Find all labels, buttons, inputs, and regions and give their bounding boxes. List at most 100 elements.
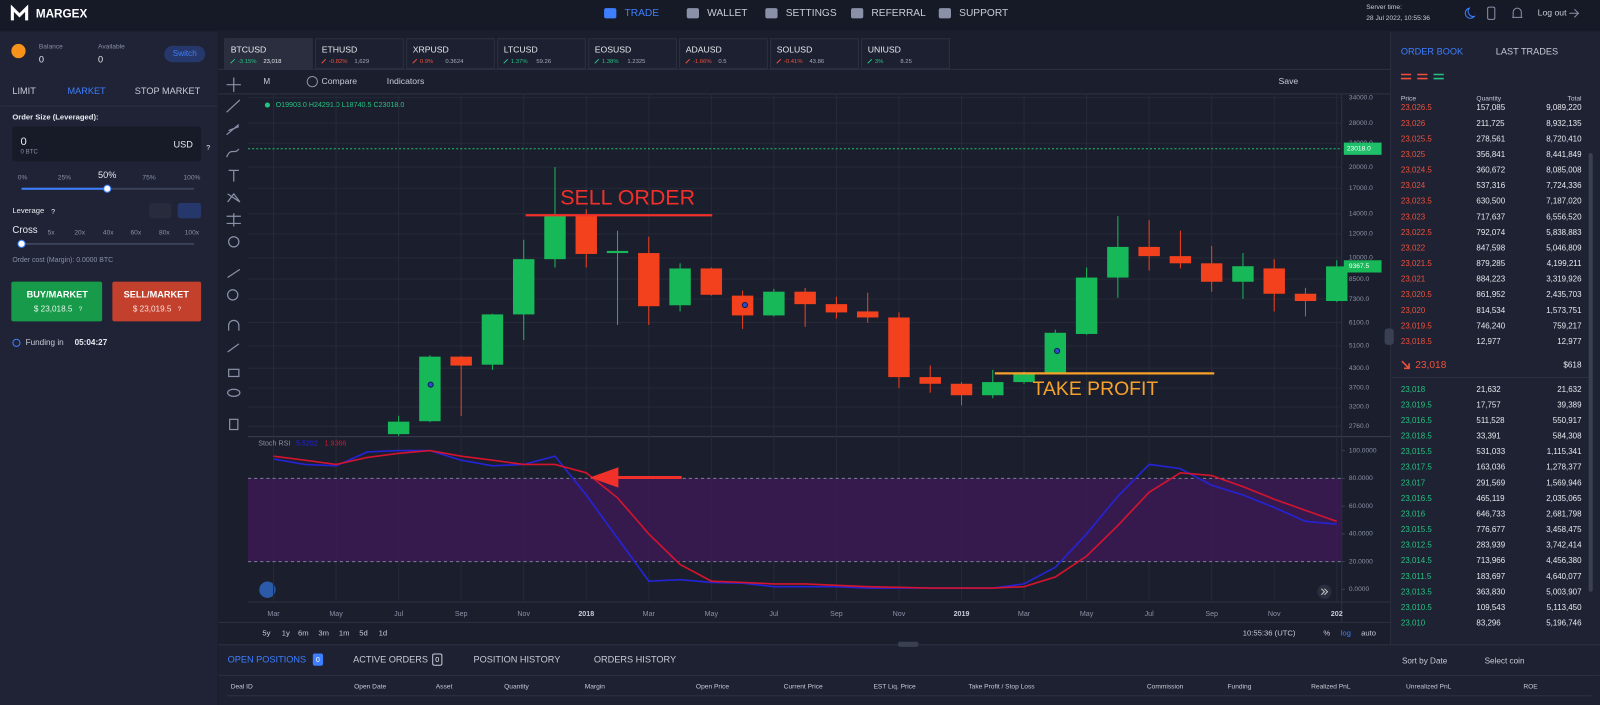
scale-option[interactable]: log <box>1341 629 1351 638</box>
ticker-tab[interactable] <box>861 38 950 69</box>
book-price[interactable]: 23,018 <box>1401 385 1426 394</box>
range-button[interactable]: 1d <box>379 629 388 638</box>
select-coin[interactable]: Select coin <box>1485 656 1525 665</box>
logout-icon[interactable] <box>1569 8 1580 18</box>
range-button[interactable]: 5d <box>359 629 368 638</box>
size-step[interactable]: 75% <box>142 174 155 181</box>
magnet-tool[interactable] <box>228 319 240 331</box>
book-price[interactable]: 23,015.5 <box>1401 447 1432 456</box>
book-price[interactable]: 23,025.5 <box>1401 134 1432 143</box>
view-asks[interactable] <box>1417 73 1428 80</box>
collapse-handle[interactable] <box>1384 328 1394 345</box>
leverage-step[interactable]: 80x <box>159 229 170 236</box>
book-price[interactable]: 23,015.5 <box>1401 525 1432 534</box>
sell-price[interactable]: $ 23,019.5 <box>133 304 172 313</box>
zoom-tool[interactable] <box>227 289 239 301</box>
ticker-tab[interactable] <box>679 38 768 69</box>
mobile-icon[interactable] <box>1487 6 1496 20</box>
leverage-step[interactable]: 100x <box>185 229 200 236</box>
buy-label[interactable]: BUY/MARKET <box>27 289 89 299</box>
bottom-tab[interactable]: ACTIVE ORDERS <box>353 655 428 665</box>
book-price[interactable]: 23,020.5 <box>1401 290 1432 299</box>
book-price[interactable]: 23,010 <box>1401 619 1426 628</box>
ticker-tab[interactable] <box>224 38 313 69</box>
sell-label[interactable]: SELL/MARKET <box>124 289 190 299</box>
book-price[interactable]: 23,017 <box>1401 478 1426 487</box>
bottom-tab[interactable]: ORDERS HISTORY <box>594 655 676 665</box>
book-price[interactable]: 23,016 <box>1401 509 1426 518</box>
ticker-tab[interactable] <box>588 38 677 69</box>
book-price[interactable]: 23,021.5 <box>1401 259 1432 268</box>
leverage-step[interactable]: 60x <box>130 229 141 236</box>
indicators[interactable]: Indicators <box>387 76 425 86</box>
book-price[interactable]: 23,026 <box>1401 119 1426 128</box>
book-price[interactable]: 23,023 <box>1401 212 1426 221</box>
book-price[interactable]: 23,019.5 <box>1401 321 1432 330</box>
view-bids[interactable] <box>1433 73 1444 80</box>
trash-tool[interactable] <box>229 418 239 431</box>
scrollbar[interactable] <box>1588 153 1593 592</box>
book-price[interactable]: 23,024 <box>1401 181 1426 190</box>
size-step[interactable]: 25% <box>58 174 71 181</box>
crosshair-tool[interactable] <box>226 77 241 92</box>
book-price[interactable]: 23,022.5 <box>1401 228 1432 237</box>
book-price[interactable]: 23,016.5 <box>1401 416 1432 425</box>
sort[interactable]: Sort by Date <box>1402 656 1448 665</box>
book-price[interactable]: 23,014.5 <box>1401 556 1432 565</box>
book-price[interactable]: 23,022 <box>1401 243 1426 252</box>
visibility-tool[interactable] <box>227 388 241 397</box>
notifications[interactable] <box>1512 7 1523 18</box>
resize-handle[interactable] <box>897 641 919 647</box>
logout[interactable]: Log out <box>1538 8 1567 18</box>
pattern-tool[interactable] <box>227 192 241 203</box>
bottom-tab[interactable]: OPEN POSITIONS <box>228 655 306 665</box>
nav-item[interactable]: WALLET <box>707 8 747 19</box>
book-price[interactable]: 23,025 <box>1401 150 1426 159</box>
buy-button[interactable] <box>11 281 103 322</box>
sell-button[interactable] <box>112 281 202 322</box>
leverage-step[interactable]: 20x <box>74 229 85 236</box>
leverage-step[interactable]: 5x <box>48 229 56 236</box>
switch-button[interactable] <box>164 45 206 63</box>
buy-price[interactable]: $ 23,018.5 <box>34 304 73 313</box>
book-price[interactable]: 23,010.5 <box>1401 603 1432 612</box>
book-price[interactable]: 23,018.5 <box>1401 337 1432 346</box>
nav-item[interactable]: SUPPORT <box>959 8 1008 19</box>
slider-handle[interactable] <box>103 184 112 193</box>
leverage-slider-toggle[interactable] <box>177 203 202 219</box>
book-price[interactable]: 23,024.5 <box>1401 166 1432 175</box>
size-step[interactable]: 0% <box>18 174 28 181</box>
ticker-tab[interactable] <box>406 38 495 69</box>
emoji-tool[interactable] <box>228 236 240 248</box>
order-type-tab[interactable]: MARKET <box>67 86 106 96</box>
bottom-tab[interactable]: POSITION HISTORY <box>474 655 561 665</box>
brush-tool[interactable] <box>226 148 240 158</box>
ticker-tab[interactable] <box>770 38 859 69</box>
size-step[interactable]: 50% <box>98 170 116 180</box>
lock-tool[interactable] <box>228 368 240 378</box>
leverage-step[interactable]: 40x <box>103 229 114 236</box>
book-price[interactable]: 23,019.5 <box>1401 400 1432 409</box>
ruler-tool[interactable] <box>227 268 241 279</box>
order-type-tab[interactable]: LIMIT <box>12 86 36 96</box>
slider-handle[interactable] <box>17 239 26 248</box>
book-price[interactable]: 23,023.5 <box>1401 197 1432 206</box>
book-price[interactable]: 23,020 <box>1401 306 1426 315</box>
book-price[interactable]: 23,026.5 <box>1401 103 1432 112</box>
view-both[interactable] <box>1400 73 1412 80</box>
cloud-button[interactable] <box>259 581 276 598</box>
book-price[interactable]: 23,011.5 <box>1401 572 1432 581</box>
interval[interactable]: M <box>263 77 270 86</box>
line-tool[interactable] <box>226 99 241 113</box>
nav-item[interactable]: SETTINGS <box>786 8 837 19</box>
book-price[interactable]: 23,018.5 <box>1401 432 1432 441</box>
text-tool[interactable] <box>228 169 239 182</box>
ticker-tab[interactable] <box>315 38 404 69</box>
lock-drawings[interactable] <box>227 343 240 353</box>
fib-tool[interactable] <box>226 124 240 136</box>
theme-toggle[interactable] <box>1464 7 1476 19</box>
book-price[interactable]: 23,016.5 <box>1401 494 1432 503</box>
compare[interactable]: Compare <box>321 76 357 86</box>
book-price[interactable]: 23,017.5 <box>1401 463 1432 472</box>
book-tab[interactable]: LAST TRADES <box>1496 46 1558 56</box>
